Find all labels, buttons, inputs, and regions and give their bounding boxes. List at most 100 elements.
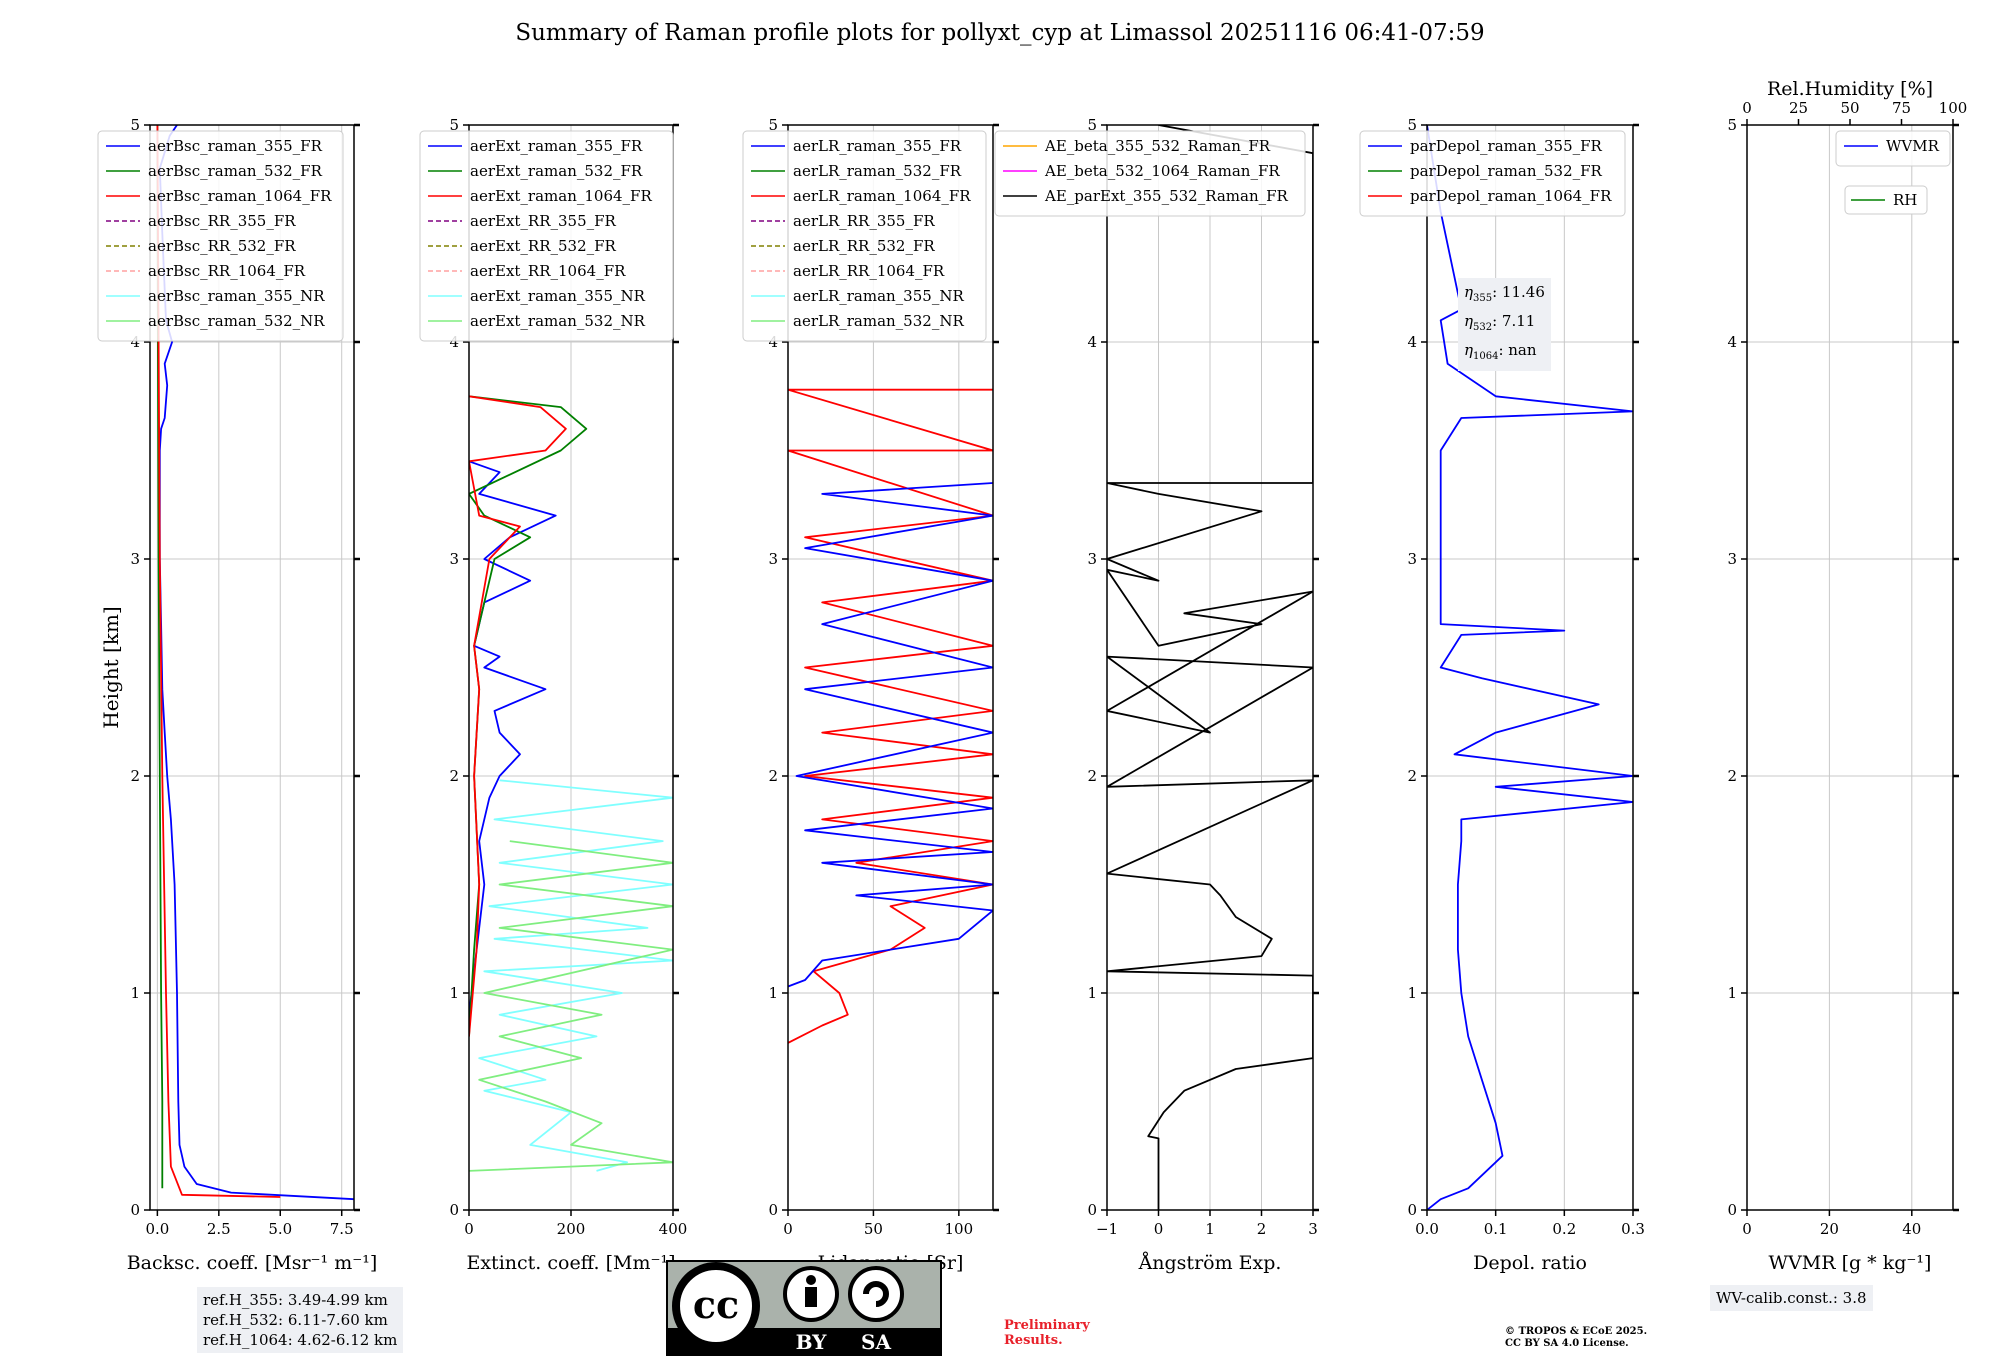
legend-label: aerLR_RR_1064_FR bbox=[793, 262, 945, 280]
legend-label: aerLR_raman_1064_FR bbox=[793, 187, 971, 205]
legend: parDepol_raman_355_FR parDepol_raman_532_… bbox=[1359, 130, 1626, 217]
legend-label: aerExt_RR_355_FR bbox=[470, 212, 617, 230]
by-label: BY bbox=[796, 1330, 828, 1354]
legend-label: aerLR_raman_355_FR bbox=[793, 137, 962, 155]
x-tick-label: 0 bbox=[464, 1220, 474, 1238]
panel-depol: 0.0 0.1 0.2 0.3 0 1 2 3 4 5 Depol. ratio parDepol_r… bbox=[1359, 116, 1645, 1274]
top-x-tick-label: 25 bbox=[1789, 99, 1808, 117]
y-tick-label: 0 bbox=[1727, 1201, 1737, 1219]
legend-label: aerExt_raman_355_NR bbox=[470, 287, 646, 305]
y-tick-label: 1 bbox=[768, 984, 778, 1002]
y-tick-label: 5 bbox=[1727, 116, 1737, 134]
legend-label: aerBsc_RR_355_FR bbox=[148, 212, 296, 230]
y-tick-label: 5 bbox=[1407, 116, 1417, 134]
top-x-tick-label: 50 bbox=[1840, 99, 1859, 117]
y-tick-label: 3 bbox=[130, 550, 140, 568]
legend-label: aerLR_raman_532_NR bbox=[793, 312, 964, 330]
y-tick-label: 1 bbox=[1407, 984, 1417, 1002]
legend: aerExt_raman_355_FR aerExt_raman_532_FRae… bbox=[419, 130, 674, 342]
y-tick-label: 3 bbox=[1727, 550, 1737, 568]
legend-frame bbox=[742, 130, 987, 342]
y-tick-label: 0 bbox=[449, 1201, 459, 1219]
legend-frame bbox=[419, 130, 674, 342]
legend: aerBsc_raman_355_FR aerBsc_raman_532_FRae… bbox=[97, 130, 344, 342]
series-aerExt_raman_355_NR bbox=[478, 779, 673, 1172]
top-x-tick-label: 0 bbox=[1742, 99, 1752, 117]
wv-calib-box: WV-calib.const.: 3.8 bbox=[1710, 1285, 1873, 1311]
y-tick-label: 3 bbox=[449, 550, 459, 568]
x-tick-label: 7.5 bbox=[330, 1220, 354, 1238]
plot-frame bbox=[1426, 124, 1634, 1211]
y-tick-label: 0 bbox=[130, 1201, 140, 1219]
plot-frame bbox=[468, 124, 674, 1211]
series-aerLR_raman_1064_FR bbox=[788, 388, 993, 1044]
eta-532: η532: 7.11 bbox=[1464, 312, 1536, 333]
y-tick-label: 2 bbox=[1407, 767, 1417, 785]
series-group bbox=[1107, 125, 1313, 1210]
legend-label: aerBsc_RR_1064_FR bbox=[148, 262, 306, 280]
series-group bbox=[788, 388, 993, 1044]
copyright-note: © TROPOS & ECoE 2025. CC BY SA 4.0 Licen… bbox=[1505, 1326, 1648, 1349]
x-tick-label: 40 bbox=[1902, 1220, 1921, 1238]
y-tick-label: 4 bbox=[1087, 333, 1097, 351]
legend-frame bbox=[1844, 185, 1928, 215]
cc-logo-text: cc bbox=[693, 1282, 739, 1327]
series-group bbox=[1427, 125, 1633, 1210]
series-AE_parExt_355_532_Raman_FR bbox=[1107, 125, 1313, 1210]
y-tick-label: 1 bbox=[449, 984, 459, 1002]
x-axis-label: WVMR [g * kg⁻¹] bbox=[1769, 1252, 1932, 1274]
top-x-axis-label: Rel.Humidity [%] bbox=[1767, 78, 1933, 100]
legend-label: aerExt_RR_1064_FR bbox=[470, 262, 626, 280]
x-tick-label: 100 bbox=[945, 1220, 974, 1238]
legend-label: aerLR_RR_532_FR bbox=[793, 237, 935, 255]
plot-frame bbox=[149, 124, 355, 1211]
series-parDepol_raman_355_FR bbox=[1427, 125, 1633, 1210]
legend-frame bbox=[1359, 130, 1626, 217]
y-tick-label: 0 bbox=[768, 1201, 778, 1219]
legend-label: RH bbox=[1893, 191, 1917, 209]
series-aerExt_raman_355_FR bbox=[469, 460, 557, 1015]
top-x-tick-label: 100 bbox=[1939, 99, 1968, 117]
plot-frame bbox=[1746, 124, 1954, 1211]
plot-frame bbox=[1106, 124, 1314, 1211]
y-tick-label: 3 bbox=[1087, 550, 1097, 568]
legend-label: parDepol_raman_532_FR bbox=[1410, 162, 1603, 180]
x-tick-label: 0.2 bbox=[1552, 1220, 1576, 1238]
preliminary-note: Preliminary Results. bbox=[1004, 1318, 1090, 1348]
eta-355: η355: 11.46 bbox=[1464, 283, 1545, 304]
legend-label: aerExt_raman_1064_FR bbox=[470, 187, 652, 205]
x-tick-label: 0.3 bbox=[1621, 1220, 1645, 1238]
legend-label: parDepol_raman_1064_FR bbox=[1410, 187, 1612, 205]
legend: WVMR bbox=[1835, 130, 1951, 167]
panel-bsc: 0.0 2.5 5.0 7.5 0 1 2 3 4 5 Backsc. coeff. [Msr⁻¹ … bbox=[97, 116, 377, 1274]
series-aerExt_raman_532_NR bbox=[469, 840, 673, 1172]
eta-1064: η1064: nan bbox=[1464, 341, 1537, 362]
legend-rh: RH bbox=[1844, 185, 1928, 215]
legend-label: aerExt_raman_355_FR bbox=[470, 137, 643, 155]
panel-lr: 050100012345Lidar ratio [Sr]aerLR_raman_… bbox=[742, 116, 999, 1274]
x-tick-label: 50 bbox=[864, 1220, 883, 1238]
legend-label: parDepol_raman_355_FR bbox=[1410, 137, 1603, 155]
x-tick-label: 3 bbox=[1308, 1220, 1318, 1238]
series-aerBsc_raman_1064_FR bbox=[156, 125, 281, 1198]
ref-height-box: ref.H_355: 3.49-4.99 km ref.H_532: 6.11-… bbox=[197, 1287, 404, 1353]
legend-frame bbox=[1835, 130, 1951, 167]
plot-frame bbox=[787, 124, 994, 1211]
legend-label: aerBsc_raman_1064_FR bbox=[148, 187, 332, 205]
legend-label: aerBsc_RR_532_FR bbox=[148, 237, 296, 255]
x-tick-label: 1 bbox=[1205, 1220, 1215, 1238]
legend-label: aerExt_raman_532_NR bbox=[470, 312, 646, 330]
eta-box: η355: 11.46 η532: 7.11 η1064: nan bbox=[1458, 278, 1551, 371]
wv-calib-text: WV-calib.const.: 3.8 bbox=[1716, 1289, 1867, 1307]
y-tick-label: 5 bbox=[449, 116, 459, 134]
y-tick-label: 2 bbox=[130, 767, 140, 785]
legend-label: aerLR_raman_532_FR bbox=[793, 162, 962, 180]
y-tick-label: 2 bbox=[768, 767, 778, 785]
x-axis-label: Extinct. coeff. [Mm⁻¹] bbox=[466, 1252, 675, 1274]
ref-height-532: ref.H_532: 6.11-7.60 km bbox=[203, 1311, 388, 1329]
y-tick-label: 5 bbox=[130, 116, 140, 134]
legend-label: aerBsc_raman_355_NR bbox=[148, 287, 325, 305]
series-aerExt_raman_532_FR bbox=[469, 395, 588, 1037]
legend: aerLR_raman_355_FR aerLR_raman_532_FR aerL… bbox=[742, 130, 987, 342]
